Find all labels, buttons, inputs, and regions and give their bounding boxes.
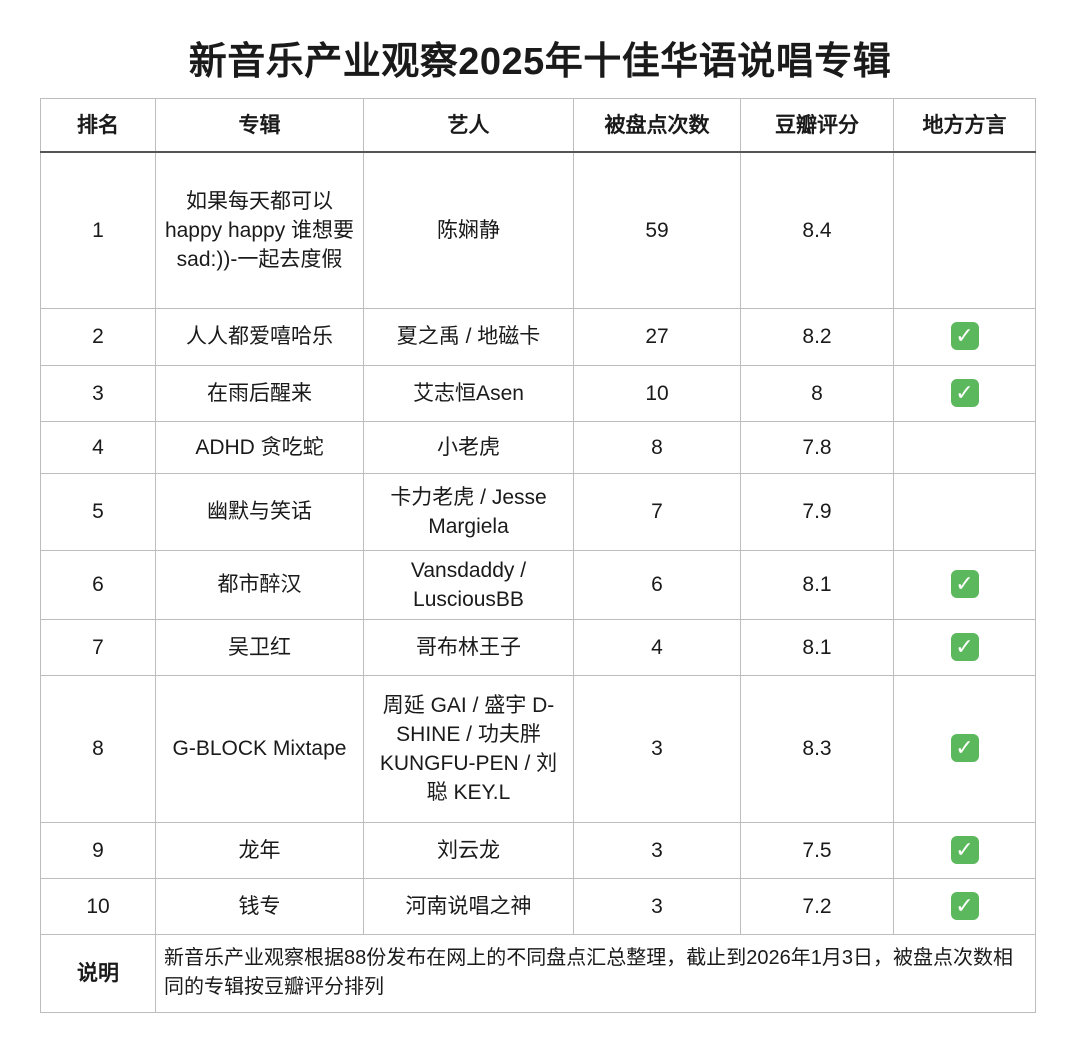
cell-score: 7.5 xyxy=(740,821,894,879)
cell-album: 吴卫红 xyxy=(155,618,364,676)
cell-count: 3 xyxy=(573,674,741,823)
cell-dialect: ✓ xyxy=(893,821,1036,879)
cell-count: 10 xyxy=(573,364,741,422)
cell-rank: 6 xyxy=(40,549,156,620)
cell-score: 8.4 xyxy=(740,151,894,309)
cell-rank: 3 xyxy=(40,364,156,422)
cell-score: 7.2 xyxy=(740,877,894,935)
cell-score: 8.1 xyxy=(740,618,894,676)
table-row: 8 G-BLOCK Mixtape 周延 GAI / 盛宇 D-SHINE / 功夫… xyxy=(40,674,1036,823)
table-row: 7 吴卫红 哥布林王子 4 8.1 ✓ xyxy=(40,618,1036,676)
cell-score: 7.8 xyxy=(740,420,894,474)
check-mark-icon: ✓ xyxy=(950,835,979,864)
cell-album: 幽默与笑话 xyxy=(155,472,364,551)
check-mark-icon: ✓ xyxy=(950,378,979,407)
cell-count: 7 xyxy=(573,472,741,551)
cell-album: ADHD 贪吃蛇 xyxy=(155,420,364,474)
cell-album: 在雨后醒来 xyxy=(155,364,364,422)
table-row: 4 ADHD 贪吃蛇 小老虎 8 7.8 xyxy=(40,420,1036,474)
cell-artist: 河南说唱之神 xyxy=(363,877,574,935)
table-row: 6 都市醉汉 Vansdaddy / LusciousBB 6 8.1 ✓ xyxy=(40,549,1036,620)
table-row: 9 龙年 刘云龙 3 7.5 ✓ xyxy=(40,821,1036,879)
cell-artist: 艾志恒Asen xyxy=(363,364,574,422)
cell-count: 27 xyxy=(573,307,741,366)
table-row: 1 如果每天都可以happy happy 谁想要sad:))-一起去度假 陈娴静 59… xyxy=(40,151,1036,309)
note-text: 新音乐产业观察根据88份发布在网上的不同盘点汇总整理，截止到2026年1月3日，… xyxy=(155,933,1036,1013)
cell-artist: Vansdaddy / LusciousBB xyxy=(363,549,574,620)
table-row: 2 人人都爱嘻哈乐 夏之禹 / 地磁卡 27 8.2 ✓ xyxy=(40,307,1036,366)
table-row: 10 钱专 河南说唱之神 3 7.2 ✓ xyxy=(40,877,1036,935)
cell-dialect xyxy=(893,151,1036,309)
header-score: 豆瓣评分 xyxy=(740,98,894,153)
cell-dialect: ✓ xyxy=(893,307,1036,366)
cell-dialect: ✓ xyxy=(893,877,1036,935)
cell-album: G-BLOCK Mixtape xyxy=(155,674,364,823)
ranking-table: 排名 专辑 艺人 被盘点次数 豆瓣评分 地方方言 1 如果每天都可以happy h… xyxy=(40,98,1036,1013)
cell-count: 3 xyxy=(573,877,741,935)
cell-dialect xyxy=(893,472,1036,551)
cell-score: 8.3 xyxy=(740,674,894,823)
cell-rank: 5 xyxy=(40,472,156,551)
cell-artist: 哥布林王子 xyxy=(363,618,574,676)
cell-artist: 刘云龙 xyxy=(363,821,574,879)
cell-artist: 小老虎 xyxy=(363,420,574,474)
header-count: 被盘点次数 xyxy=(573,98,741,153)
cell-artist: 周延 GAI / 盛宇 D-SHINE / 功夫胖 KUNGFU-PEN / 刘… xyxy=(363,674,574,823)
cell-dialect: ✓ xyxy=(893,618,1036,676)
cell-album: 钱专 xyxy=(155,877,364,935)
cell-score: 7.9 xyxy=(740,472,894,551)
cell-score: 8.2 xyxy=(740,307,894,366)
cell-score: 8 xyxy=(740,364,894,422)
cell-rank: 2 xyxy=(40,307,156,366)
table-row: 5 幽默与笑话 卡力老虎 / Jesse Margiela 7 7.9 xyxy=(40,472,1036,551)
cell-rank: 8 xyxy=(40,674,156,823)
cell-rank: 7 xyxy=(40,618,156,676)
cell-artist: 卡力老虎 / Jesse Margiela xyxy=(363,472,574,551)
cell-album: 如果每天都可以happy happy 谁想要sad:))-一起去度假 xyxy=(155,151,364,309)
cell-album: 都市醉汉 xyxy=(155,549,364,620)
header-artist: 艺人 xyxy=(363,98,574,153)
check-mark-icon: ✓ xyxy=(950,891,979,920)
check-mark-icon: ✓ xyxy=(950,632,979,661)
note-row: 说明 新音乐产业观察根据88份发布在网上的不同盘点汇总整理，截止到2026年1月3… xyxy=(40,933,1036,1013)
cell-rank: 10 xyxy=(40,877,156,935)
table-row: 3 在雨后醒来 艾志恒Asen 10 8 ✓ xyxy=(40,364,1036,422)
header-album: 专辑 xyxy=(155,98,364,153)
page-title: 新音乐产业观察2025年十佳华语说唱专辑 xyxy=(188,41,892,83)
header-row: 排名 专辑 艺人 被盘点次数 豆瓣评分 地方方言 xyxy=(40,98,1036,153)
cell-rank: 1 xyxy=(40,151,156,309)
header-rank: 排名 xyxy=(40,98,156,153)
cell-album: 龙年 xyxy=(155,821,364,879)
cell-artist: 陈娴静 xyxy=(363,151,574,309)
note-label: 说明 xyxy=(40,933,156,1013)
cell-count: 59 xyxy=(573,151,741,309)
cell-rank: 4 xyxy=(40,420,156,474)
check-mark-icon: ✓ xyxy=(950,570,979,598)
cell-count: 4 xyxy=(573,618,741,676)
cell-dialect: ✓ xyxy=(893,549,1036,620)
cell-count: 8 xyxy=(573,420,741,474)
cell-score: 8.1 xyxy=(740,549,894,620)
cell-count: 3 xyxy=(573,821,741,879)
cell-artist: 夏之禹 / 地磁卡 xyxy=(363,307,574,366)
cell-dialect xyxy=(893,420,1036,474)
cell-rank: 9 xyxy=(40,821,156,879)
cell-dialect: ✓ xyxy=(893,364,1036,422)
cell-dialect: ✓ xyxy=(893,674,1036,823)
check-mark-icon: ✓ xyxy=(950,734,979,762)
cell-album: 人人都爱嘻哈乐 xyxy=(155,307,364,366)
header-dialect: 地方方言 xyxy=(893,98,1036,153)
cell-count: 6 xyxy=(573,549,741,620)
check-mark-icon: ✓ xyxy=(950,322,979,350)
